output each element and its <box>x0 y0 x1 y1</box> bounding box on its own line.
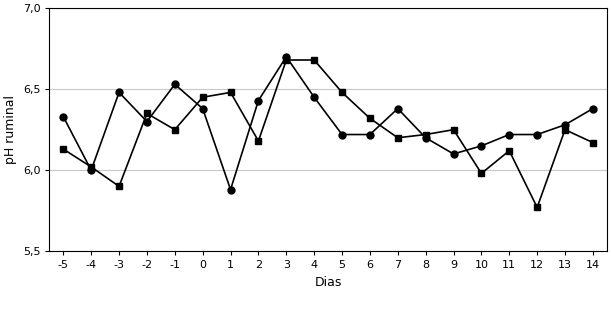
Line: Conforto: Conforto <box>60 53 596 193</box>
Line: Estresse: Estresse <box>60 57 596 211</box>
Conforto <box>283 55 290 59</box>
Estresse <box>143 111 150 115</box>
Estresse <box>533 205 541 209</box>
Conforto <box>338 133 346 137</box>
Estresse <box>589 141 596 145</box>
Conforto <box>227 188 234 192</box>
Estresse <box>506 149 513 153</box>
Estresse <box>478 172 485 175</box>
Estresse <box>366 116 373 120</box>
Conforto <box>171 82 178 86</box>
Estresse <box>87 165 95 169</box>
Conforto <box>87 168 95 172</box>
Conforto <box>115 90 123 94</box>
Conforto <box>506 133 513 137</box>
Estresse <box>171 128 178 132</box>
X-axis label: Dias: Dias <box>315 276 342 289</box>
Estresse <box>450 128 457 132</box>
Conforto <box>60 115 67 118</box>
Estresse <box>562 128 569 132</box>
Conforto <box>478 144 485 148</box>
Estresse <box>60 147 67 151</box>
Estresse <box>310 58 318 62</box>
Estresse <box>115 185 123 188</box>
Conforto <box>422 136 430 140</box>
Conforto <box>255 99 262 102</box>
Conforto <box>533 133 541 137</box>
Conforto <box>199 107 207 110</box>
Estresse <box>199 95 207 99</box>
Conforto <box>310 95 318 99</box>
Estresse <box>422 133 430 137</box>
Estresse <box>394 136 401 140</box>
Conforto <box>562 123 569 127</box>
Estresse <box>283 58 290 62</box>
Conforto <box>366 133 373 137</box>
Y-axis label: pH ruminal: pH ruminal <box>4 95 17 164</box>
Conforto <box>143 120 150 124</box>
Estresse <box>227 90 234 94</box>
Estresse <box>255 139 262 143</box>
Conforto <box>394 107 401 110</box>
Conforto <box>589 107 596 110</box>
Conforto <box>450 152 457 156</box>
Estresse <box>338 90 346 94</box>
